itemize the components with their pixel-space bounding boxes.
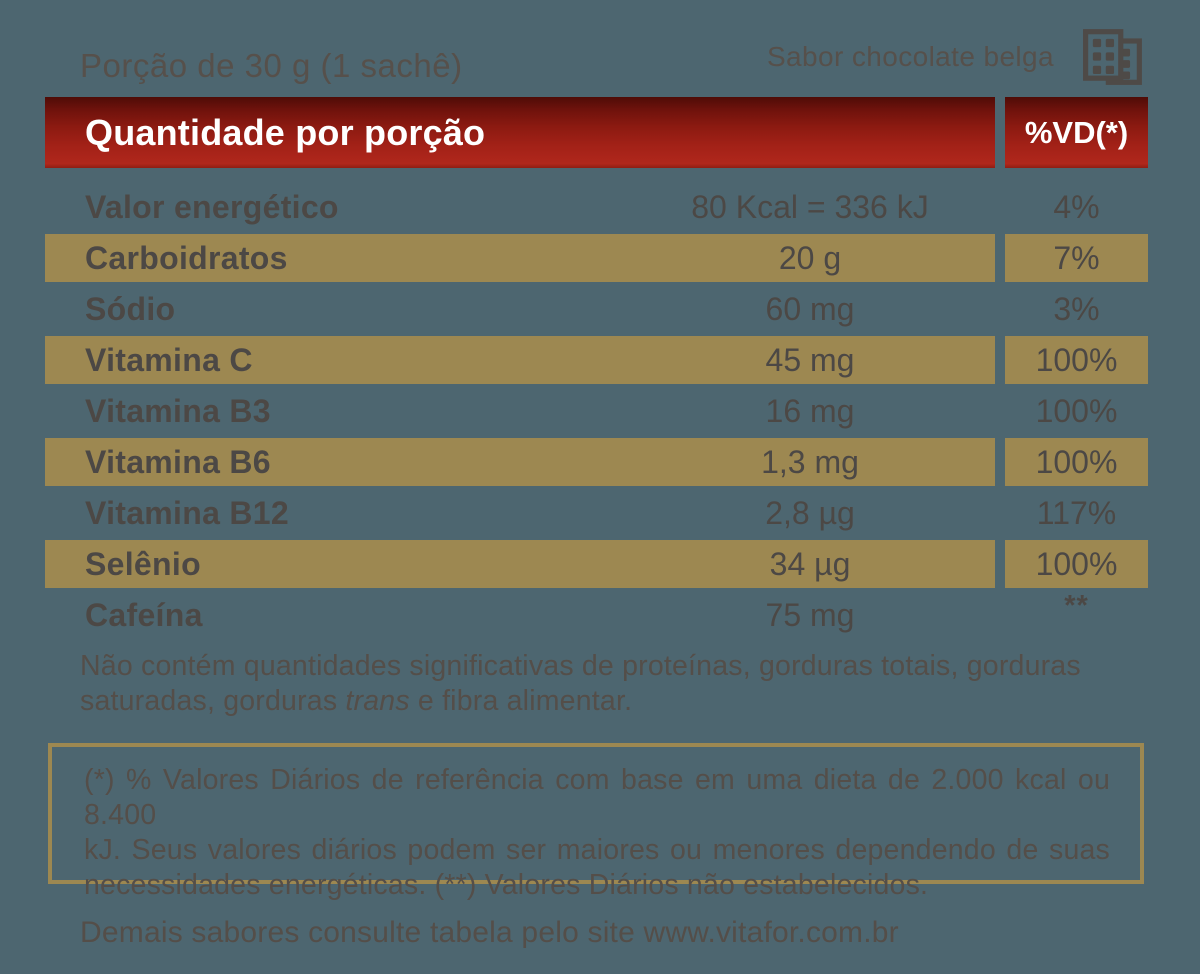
nutrient-table: Valor energético 80 Kcal = 336 kJ 4% Car… — [45, 182, 1148, 641]
row-main-cell: Vitamina B6 1,3 mg — [45, 438, 995, 486]
nutrient-vd: 100% — [1005, 438, 1148, 486]
nutrient-value: 75 mg — [765, 597, 855, 633]
table-row-vitamina-b12: Vitamina B12 2,8 µg 117% — [45, 488, 1148, 539]
chocolate-bar-icon — [1083, 29, 1142, 85]
nutrient-vd: 4% — [1053, 189, 1100, 225]
row-main-cell: Selênio 34 µg — [45, 540, 995, 588]
nutrient-name: Carboidratos — [85, 239, 288, 276]
flavor-group: Sabor chocolate belga — [767, 26, 1144, 88]
table-header-main: Quantidade por porção — [45, 97, 995, 168]
row-main-cell: Valor energético 80 Kcal = 336 kJ — [45, 182, 995, 233]
nutrient-name: Vitamina C — [85, 341, 253, 378]
table-row-sodio: Sódio 60 mg 3% — [45, 284, 1148, 335]
table-header-vd: %VD(*) — [1005, 97, 1148, 168]
table-row-cafeina: Cafeína 75 mg ** — [45, 590, 1148, 641]
dv-line-3: necessidades energéticas. (**) Valores D… — [84, 869, 929, 901]
nutrient-vd: 3% — [1053, 291, 1100, 327]
table-row-valor-energetico: Valor energético 80 Kcal = 336 kJ 4% — [45, 182, 1148, 233]
nutrient-value: 80 Kcal = 336 kJ — [691, 189, 929, 225]
nutrient-vd: 100% — [1035, 393, 1118, 429]
nutrient-name: Vitamina B3 — [85, 393, 271, 429]
nutrient-vd: 100% — [1005, 540, 1148, 588]
nutrient-name: Valor energético — [85, 189, 339, 225]
note-line1: Não contém quantidades significativas de… — [80, 650, 1081, 682]
row-main-cell: Carboidratos 20 g — [45, 234, 995, 282]
daily-values-reference-box: (*) % Valores Diários de referência com … — [48, 743, 1144, 901]
nutrient-name: Selênio — [85, 545, 201, 582]
table-row-selenio: Selênio 34 µg 100% — [45, 539, 1148, 590]
note-line2-before: saturadas, gorduras — [80, 685, 346, 717]
nutrient-value: 2,8 µg — [765, 495, 855, 531]
note-line2-after: e fibra alimentar. — [409, 685, 633, 717]
nutrient-value: 45 mg — [765, 341, 855, 378]
nutrient-name: Sódio — [85, 291, 176, 327]
nutrient-name: Cafeína — [85, 597, 203, 633]
table-row-carboidratos: Carboidratos 20 g 7% — [45, 233, 1148, 284]
portion-size-label: Porção de 30 g (1 sachê) — [80, 47, 463, 84]
row-main-cell: Vitamina C 45 mg — [45, 336, 995, 384]
table-row-vitamina-b3: Vitamina B3 16 mg 100% — [45, 386, 1148, 437]
row-main-cell: Vitamina B12 2,8 µg — [45, 488, 995, 539]
dv-line-1: (*) % Valores Diários de referência com … — [84, 764, 1110, 831]
other-flavors-note: Demais sabores consulte tabela pelo site… — [80, 916, 899, 949]
row-main-cell: Sódio 60 mg — [45, 284, 995, 335]
nutrient-vd: 117% — [1036, 495, 1117, 531]
flavor-label: Sabor chocolate belga — [766, 41, 1054, 72]
nutrient-value: 1,3 mg — [761, 443, 859, 480]
table-header: Quantidade por porção %VD(*) — [45, 97, 1148, 168]
nutrient-vd: 100% — [1005, 336, 1148, 384]
nutrient-vd-not-established: ** — [1064, 590, 1089, 622]
nutrient-value: 34 µg — [769, 545, 851, 582]
table-row-vitamina-b6: Vitamina B6 1,3 mg 100% — [45, 437, 1148, 488]
nutrient-name: Vitamina B6 — [85, 443, 271, 480]
table-header-title: Quantidade por porção — [85, 111, 486, 153]
no-significant-amounts-note: Não contém quantidades significativas de… — [80, 649, 1130, 719]
table-row-vitamina-c: Vitamina C 45 mg 100% — [45, 335, 1148, 386]
nutrient-value: 20 g — [778, 239, 842, 276]
nutrient-vd: 7% — [1005, 234, 1148, 282]
nutrient-value: 16 mg — [765, 393, 855, 429]
row-main-cell: Vitamina B3 16 mg — [45, 386, 995, 437]
note-trans-italic: trans — [345, 685, 410, 717]
nutrient-value: 60 mg — [765, 291, 855, 327]
dv-line-2: kJ. Seus valores diários podem ser maior… — [84, 834, 1110, 866]
nutrient-name: Vitamina B12 — [85, 495, 289, 531]
row-main-cell: Cafeína 75 mg — [45, 590, 995, 641]
